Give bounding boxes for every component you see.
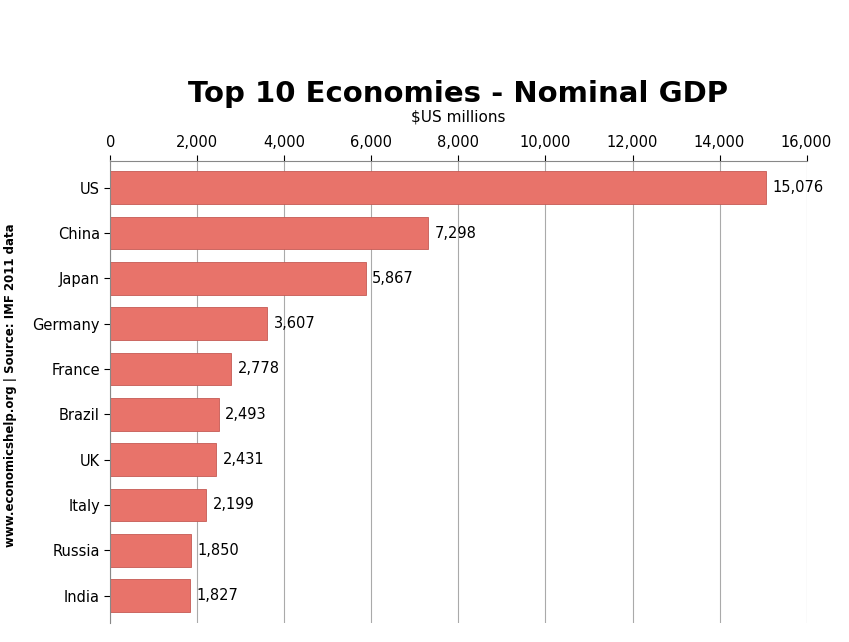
Bar xyxy=(110,579,190,612)
Text: 1,827: 1,827 xyxy=(196,588,239,603)
Text: 7,298: 7,298 xyxy=(435,225,476,241)
Bar xyxy=(110,534,191,566)
Bar xyxy=(110,262,366,295)
Title: Top 10 Economies - Nominal GDP: Top 10 Economies - Nominal GDP xyxy=(188,80,728,108)
Bar xyxy=(110,352,231,385)
Text: 2,431: 2,431 xyxy=(222,452,264,467)
Text: 15,076: 15,076 xyxy=(773,180,824,195)
Text: 3,607: 3,607 xyxy=(274,316,316,331)
Text: www.economicshelp.org | Source: IMF 2011 data: www.economicshelp.org | Source: IMF 2011… xyxy=(3,223,17,547)
Bar xyxy=(110,308,267,340)
X-axis label: $US millions: $US millions xyxy=(411,109,506,124)
Text: 1,850: 1,850 xyxy=(197,542,239,558)
Text: 2,493: 2,493 xyxy=(225,407,267,422)
Bar xyxy=(110,489,206,521)
Bar xyxy=(110,443,216,476)
Bar xyxy=(110,171,767,204)
Text: 2,778: 2,778 xyxy=(238,361,280,376)
Text: 5,867: 5,867 xyxy=(372,271,414,286)
Bar xyxy=(110,398,219,431)
Text: 2,199: 2,199 xyxy=(212,498,255,512)
Bar xyxy=(110,217,428,249)
